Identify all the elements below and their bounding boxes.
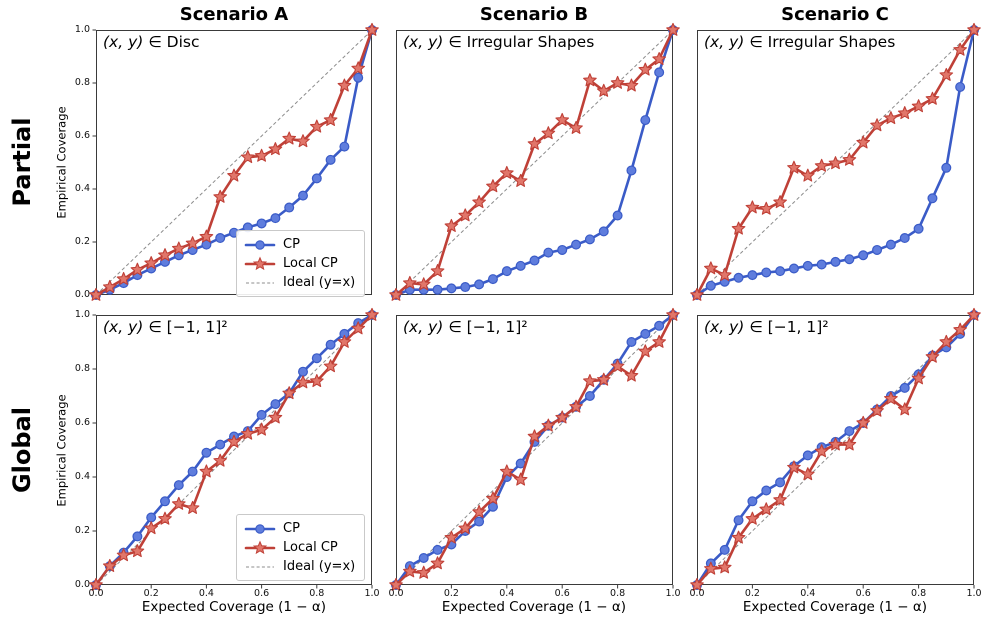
annotation-set: ∈ [−1, 1]²: [148, 318, 228, 336]
annotation-set: ∈ Irregular Shapes: [448, 33, 595, 51]
cp-line-sample-icon: [244, 239, 276, 250]
annotation-global-a: (x, y) ∈ [−1, 1]²: [96, 315, 228, 336]
col-title-scenario-c: Scenario C: [781, 4, 889, 25]
plot-panel: [389, 22, 680, 301]
legend-item-ideal: Ideal (y=x): [245, 557, 355, 576]
plot-panel: [690, 307, 981, 591]
x-tick-label: 0.4: [499, 588, 515, 599]
x-tick-label: 0.6: [554, 588, 570, 599]
legend-box-partial-a: CP Local CP Ideal (y=x): [236, 230, 366, 297]
legend-item-local-cp: Local CP: [244, 538, 355, 557]
y-tick-label: 0.0: [74, 289, 90, 300]
annotation-global-c: (x, y) ∈ [−1, 1]²: [697, 315, 829, 336]
y-tick-label: 0.6: [74, 417, 90, 428]
legend-label-cp: CP: [283, 521, 300, 536]
x-tick-label: 0.4: [800, 588, 816, 599]
plot-area: [89, 22, 379, 301]
annotation-variables: (x, y): [103, 33, 149, 51]
legend-label-ideal: Ideal (y=x): [283, 275, 356, 290]
ideal-dashed-line-sample-icon: [246, 566, 274, 567]
row-label-global: Global: [8, 407, 36, 494]
y-axis-label-top: Empirical Coverage: [54, 106, 69, 219]
legend-item-cp: CP: [244, 519, 355, 538]
legend-box-global-a: CP Local CP Ideal (y=x): [236, 514, 366, 581]
x-tick-label: 0.6: [855, 588, 871, 599]
annotation-partial-a: (x, y) ∈ Disc: [96, 30, 200, 51]
x-tick-label: 0.2: [744, 588, 760, 599]
annotation-variables: (x, y): [403, 33, 449, 51]
legend-label-local-cp: Local CP: [283, 256, 338, 271]
col-title-scenario-a: Scenario A: [179, 4, 289, 25]
annotation-set: ∈ [−1, 1]²: [448, 318, 528, 336]
x-tick-label: 0.2: [143, 588, 159, 599]
x-tick-label: 0.8: [610, 588, 626, 599]
y-tick-label: 0.2: [74, 236, 90, 247]
y-tick-label: 0.8: [74, 77, 90, 88]
x-tick-label: 0.8: [911, 588, 927, 599]
plot-area: [89, 307, 379, 591]
y-tick-label: 0.6: [74, 130, 90, 141]
annotation-partial-c: (x, y) ∈ Irregular Shapes: [697, 30, 895, 51]
y-tick-label: 1.0: [74, 24, 90, 35]
y-tick-label: 0.4: [74, 471, 90, 482]
annotation-set: ∈ [−1, 1]²: [749, 318, 829, 336]
x-axis-label-col-c: Expected Coverage (1 − α): [742, 599, 928, 615]
x-axis-label-col-a: Expected Coverage (1 − α): [141, 599, 327, 615]
local-cp-star-sample-icon: [244, 540, 276, 554]
col-title-scenario-b: Scenario B: [479, 4, 589, 25]
legend-item-ideal: Ideal (y=x): [245, 273, 355, 292]
plot-area: [690, 22, 981, 301]
plot-area: [389, 22, 680, 301]
y-tick-label: 0.8: [74, 363, 90, 374]
ideal-dashed-line-sample-icon: [246, 282, 274, 283]
x-tick-label: 0.0: [689, 588, 705, 599]
local-cp-star-sample-icon: [244, 256, 276, 270]
annotation-variables: (x, y): [704, 33, 750, 51]
plot-area: [389, 307, 680, 591]
x-tick-label: 1.0: [966, 588, 982, 599]
plot-panel: [389, 307, 680, 591]
x-tick-label: 0.8: [309, 588, 325, 599]
plot-panel: [89, 22, 379, 301]
x-tick-label: 0.2: [443, 588, 459, 599]
annotation-partial-b: (x, y) ∈ Irregular Shapes: [396, 30, 594, 51]
annotation-set: ∈ Irregular Shapes: [749, 33, 896, 51]
y-tick-label: 1.0: [74, 309, 90, 320]
annotation-global-b: (x, y) ∈ [−1, 1]²: [396, 315, 528, 336]
x-tick-label: 0.0: [388, 588, 404, 599]
x-tick-label: 0.0: [88, 588, 104, 599]
y-tick-label: 0.4: [74, 183, 90, 194]
y-tick-label: 0.0: [74, 579, 90, 590]
row-label-partial: Partial: [8, 117, 36, 207]
legend-label-ideal: Ideal (y=x): [283, 559, 356, 574]
x-tick-label: 0.4: [198, 588, 214, 599]
legend-item-cp: CP: [244, 235, 355, 254]
y-axis-label-bottom: Empirical Coverage: [54, 394, 69, 507]
x-tick-label: 1.0: [665, 588, 681, 599]
y-tick-label: 0.2: [74, 525, 90, 536]
annotation-variables: (x, y): [704, 318, 750, 336]
cp-line-sample-icon: [244, 523, 276, 534]
legend-label-cp: CP: [283, 237, 300, 252]
legend-item-local-cp: Local CP: [244, 254, 355, 273]
legend-label-local-cp: Local CP: [283, 540, 338, 555]
x-tick-label: 1.0: [364, 588, 380, 599]
annotation-set: ∈ Disc: [148, 33, 200, 51]
x-axis-label-col-b: Expected Coverage (1 − α): [441, 599, 627, 615]
x-tick-label: 0.6: [254, 588, 270, 599]
plot-panel: [690, 22, 981, 301]
plot-panel: [89, 307, 379, 591]
annotation-variables: (x, y): [103, 318, 149, 336]
annotation-variables: (x, y): [403, 318, 449, 336]
plot-area: [690, 307, 981, 591]
